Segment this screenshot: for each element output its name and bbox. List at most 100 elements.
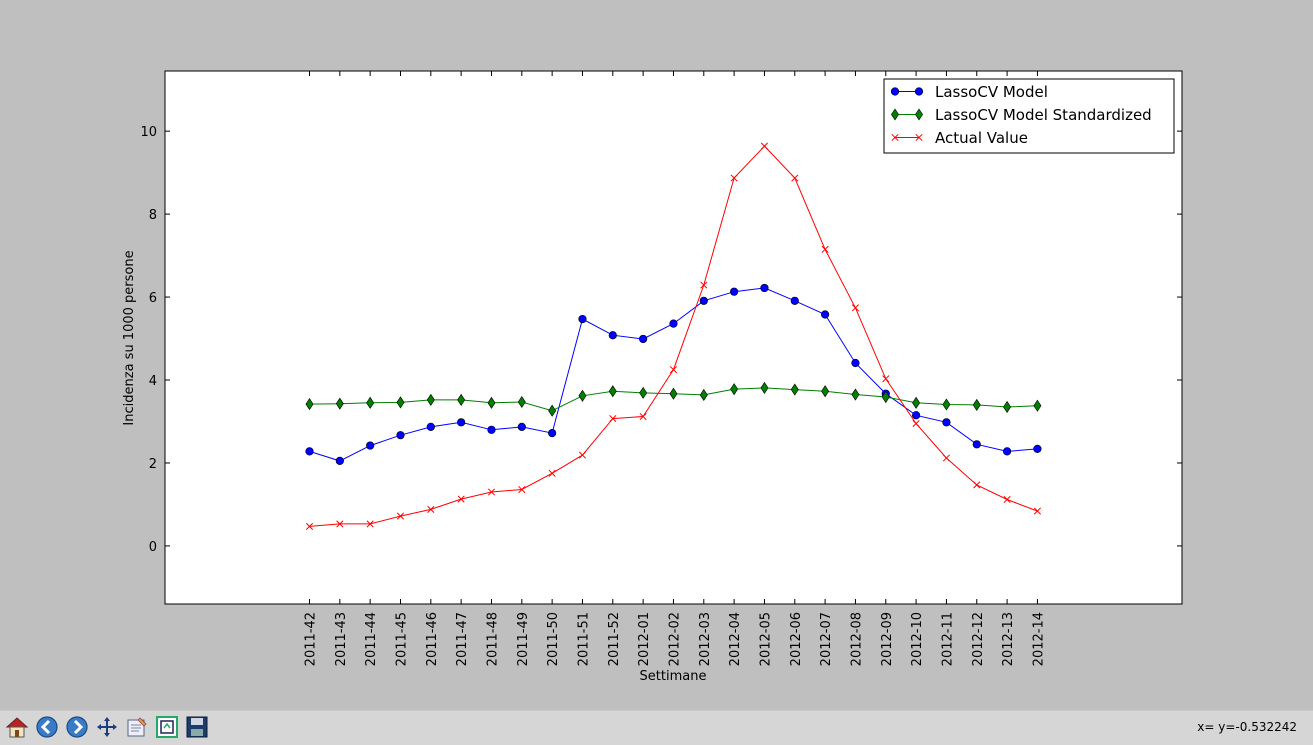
- x-tick-label: 2011-52: [607, 612, 622, 666]
- data-point: [457, 393, 466, 406]
- data-point: [669, 366, 678, 374]
- x-tick-label: 2012-01: [637, 612, 652, 666]
- save-button[interactable]: [184, 714, 210, 740]
- data-point: [972, 440, 981, 449]
- x-tick-label: 2012-03: [698, 612, 713, 666]
- data-point: [972, 398, 981, 411]
- data-point: [396, 396, 405, 409]
- data-point: [821, 310, 830, 319]
- data-point: [760, 381, 769, 394]
- subplots-icon: [127, 717, 147, 737]
- data-point: [911, 411, 921, 420]
- x-tick-label: 2011-51: [576, 612, 591, 666]
- x-axis-label: Settimane: [640, 669, 707, 684]
- data-point: [700, 281, 708, 289]
- back-button[interactable]: [34, 714, 60, 740]
- data-point: [609, 415, 617, 423]
- data-point: [914, 87, 924, 96]
- data-point: [1003, 495, 1011, 504]
- data-point: [487, 488, 496, 496]
- data-point: [487, 425, 496, 434]
- data-point: [457, 495, 465, 503]
- data-point: [699, 388, 708, 401]
- data-point: [396, 512, 405, 520]
- plot-area: [164, 70, 1183, 605]
- data-point: [915, 108, 923, 121]
- y-tick-label: 4: [149, 374, 157, 389]
- data-point: [366, 441, 375, 450]
- x-tick-label: 2012-06: [789, 612, 804, 666]
- x-tick-label: 2012-09: [880, 612, 895, 666]
- data-point: [305, 522, 314, 530]
- x-tick-label: 2012-02: [667, 612, 682, 666]
- x-tick-label: 2011-45: [394, 612, 409, 666]
- x-tick-label: 2011-43: [334, 612, 349, 666]
- y-tick-label: 6: [149, 291, 157, 306]
- data-point: [426, 422, 435, 431]
- data-point: [699, 296, 708, 305]
- y-tick-label: 10: [140, 125, 157, 140]
- data-point: [942, 454, 950, 462]
- data-point: [891, 133, 899, 142]
- x-tick-label: 2012-13: [1001, 612, 1016, 666]
- x-tick-label: 2012-05: [758, 612, 773, 666]
- legend-entry: LassoCV Model Standardized: [891, 106, 1152, 124]
- data-point: [366, 520, 374, 528]
- forward-icon: [66, 716, 88, 738]
- data-point: [578, 451, 587, 459]
- series-2: [305, 142, 1041, 530]
- pan-button[interactable]: [94, 714, 120, 740]
- data-point: [639, 412, 647, 421]
- data-point: [730, 383, 739, 396]
- data-point: [890, 87, 900, 96]
- data-point: [578, 389, 587, 402]
- data-point: [396, 431, 405, 440]
- x-tick-label: 2012-04: [728, 612, 743, 666]
- data-point: [891, 108, 899, 121]
- x-tick-label: 2011-48: [485, 612, 500, 666]
- data-point: [336, 520, 344, 528]
- x-tick-label: 2011-47: [455, 612, 470, 666]
- data-point: [426, 393, 435, 406]
- data-point: [578, 314, 587, 324]
- legend-label: LassoCV Model Standardized: [935, 106, 1152, 124]
- x-tick-label: 2012-08: [849, 612, 864, 666]
- data-point: [487, 396, 496, 409]
- data-point: [881, 390, 890, 404]
- zoom-button[interactable]: [154, 714, 180, 740]
- figure-canvas: 0 2 4 6 8 10 2011-42 2011-43 2011-44 2011-45 2011…: [122, 70, 1183, 684]
- x-tick-label: 2011-42: [304, 612, 319, 666]
- data-point: [851, 388, 860, 401]
- data-point: [915, 133, 923, 142]
- data-point: [518, 485, 526, 494]
- data-point: [882, 375, 890, 383]
- data-point: [517, 395, 526, 409]
- data-point: [942, 398, 951, 411]
- forward-button[interactable]: [64, 714, 90, 740]
- legend-box: [883, 78, 1175, 154]
- series-0: [305, 283, 1042, 465]
- subplots-button[interactable]: [124, 714, 150, 740]
- data-point: [548, 404, 557, 417]
- data-point: [760, 283, 769, 293]
- data-point: [366, 396, 375, 409]
- data-point: [608, 331, 617, 340]
- home-button[interactable]: [4, 714, 30, 740]
- data-point: [730, 287, 739, 296]
- y-axis-label: Incidenza su 1000 persone: [122, 250, 137, 425]
- data-point: [335, 397, 344, 410]
- data-point: [912, 420, 920, 428]
- coordinate-readout: x= y=-0.532242: [1197, 720, 1297, 734]
- x-tick-label: 2011-44: [364, 612, 379, 666]
- data-point: [1033, 444, 1042, 453]
- data-point: [639, 334, 648, 344]
- legend-entry: LassoCV Model: [890, 83, 1048, 101]
- x-tick-label: 2012-12: [971, 612, 986, 666]
- data-point: [639, 386, 648, 399]
- data-point: [669, 319, 678, 328]
- data-point: [335, 456, 344, 465]
- x-tick-label: 2011-46: [425, 612, 440, 666]
- x-tick-label: 2011-50: [546, 612, 561, 666]
- data-point: [1003, 400, 1012, 414]
- data-point: [851, 304, 859, 312]
